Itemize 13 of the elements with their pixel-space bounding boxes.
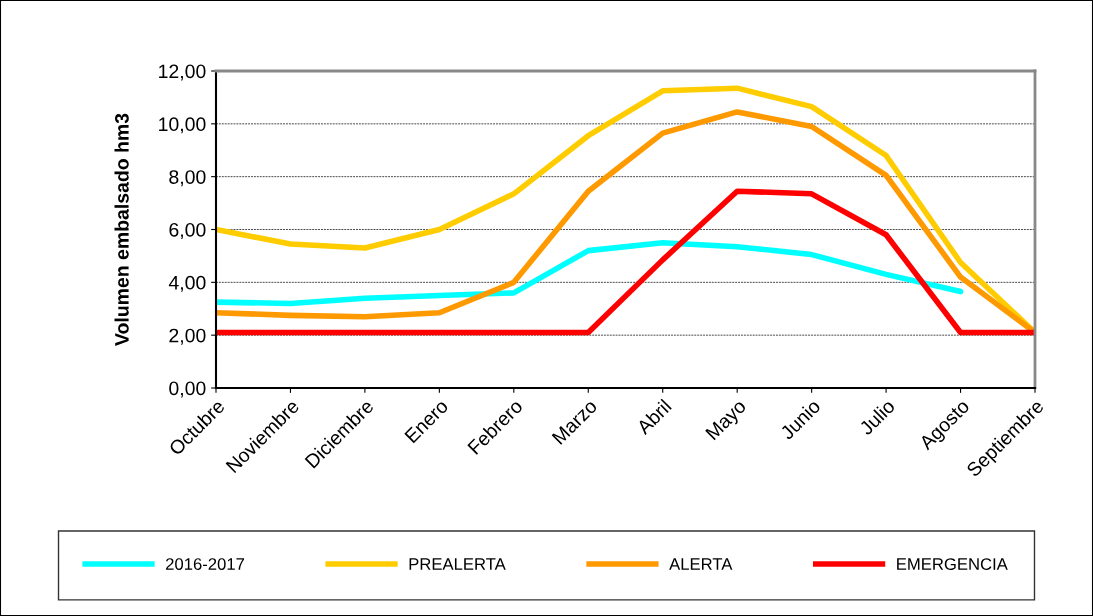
y-tick-label: 0,00: [169, 381, 206, 398]
legend-label: PREALERTA: [409, 558, 506, 570]
y-tick-label: 10,00: [159, 117, 206, 134]
legend-label: ALERTA: [669, 558, 733, 570]
legend-label: EMERGENCIA: [897, 558, 1008, 570]
y-tick-label: 6,00: [169, 222, 206, 240]
legend-label: 2016-2017: [166, 558, 245, 570]
y-tick-label: 2,00: [169, 328, 206, 345]
y-tick-label: 8,00: [169, 170, 206, 187]
y-tick-label: 4,00: [168, 275, 206, 292]
x-tick-label: Julio: [858, 398, 896, 436]
y-tick-label: 12,00: [159, 64, 206, 81]
y-axis-title: Volumen embalsado hm3: [114, 113, 129, 346]
